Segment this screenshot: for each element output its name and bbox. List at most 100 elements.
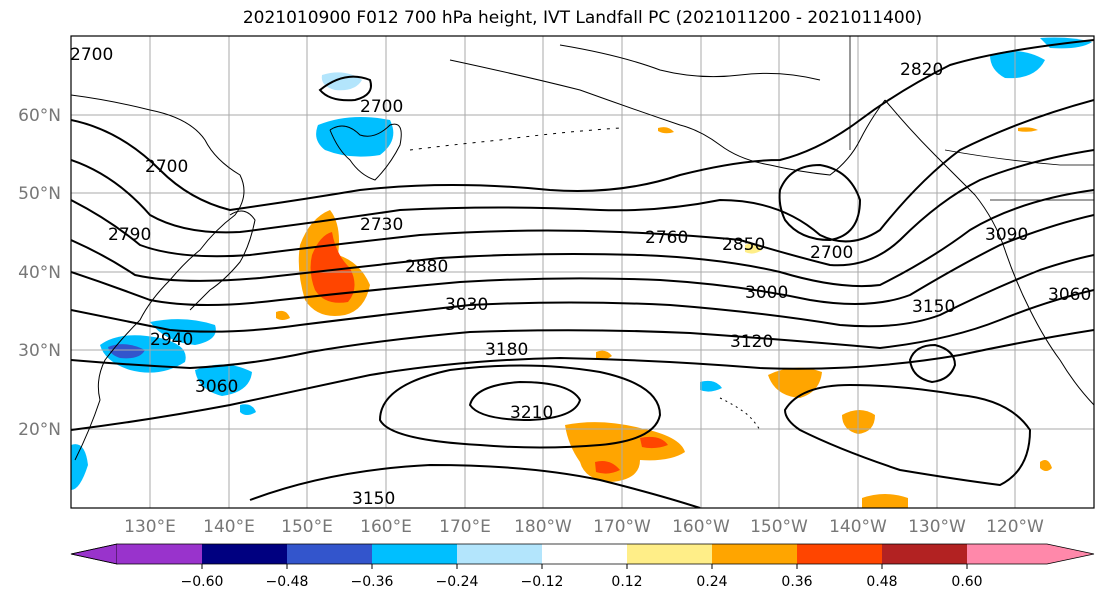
lat-label: 60°N (18, 106, 61, 126)
map-title: 2021010900 F012 700 hPa height, IVT Land… (242, 8, 923, 28)
contour-label: 2700 (70, 45, 113, 65)
contour-label: 2940 (150, 330, 193, 350)
colorbar-tick-label: 0.12 (611, 574, 642, 590)
negative-anomaly-core (108, 344, 145, 359)
contour-line (783, 383, 1032, 487)
negative-anomaly-region (195, 364, 252, 396)
colorbar-segment (372, 544, 457, 564)
longitude-labels: 130°E 140°E 150°E 160°E 170°E 180°W 170°… (124, 517, 1044, 537)
positive-anomaly-core (640, 436, 668, 449)
lon-label: 160°E (360, 517, 412, 537)
colorbar-tick-label: −0.60 (181, 574, 224, 590)
contour-label: 2700 (145, 157, 188, 177)
lat-label: 20°N (18, 420, 61, 440)
colorbar-tick-label: 0.60 (951, 574, 982, 590)
map-panel (71, 36, 1094, 508)
lon-label: 160°W (672, 517, 730, 537)
latitude-labels: 60°N 50°N 40°N 30°N 20°N (18, 106, 61, 440)
colorbar-tick-labels: −0.60 −0.48 −0.36 −0.24 −0.12 0.12 0.24 … (181, 574, 983, 590)
positive-anomaly-core (310, 232, 355, 303)
positive-anomaly-core (595, 461, 620, 474)
negative-anomaly-region (990, 51, 1045, 79)
positive-anomaly-small (596, 350, 612, 360)
lat-label: 30°N (18, 341, 61, 361)
contour-label: 2820 (900, 60, 943, 80)
colorbar-segment (627, 544, 712, 564)
north-america-coastline (884, 99, 1094, 406)
colorbar-tick-label: 0.48 (866, 574, 897, 590)
lon-label: 180°W (514, 517, 572, 537)
lon-label: 140°E (203, 517, 255, 537)
colorbar-segment (287, 544, 372, 564)
contour-label: 2790 (108, 225, 151, 245)
gridlines (71, 36, 1094, 508)
lon-label: 170°E (439, 517, 491, 537)
negative-anomaly-region (71, 444, 88, 490)
contour-line (249, 463, 701, 508)
contour-line (908, 343, 957, 384)
colorbar-tick-label: −0.24 (436, 574, 479, 590)
contour-line (71, 254, 1094, 333)
colorbar-segment (712, 544, 797, 564)
colorbar-segment (542, 544, 627, 564)
colorbar-tick-label: −0.12 (521, 574, 564, 590)
contour-label: 3060 (195, 377, 238, 397)
contour-line (71, 189, 1094, 288)
contour-line (468, 380, 582, 422)
aleutian-islands (409, 127, 621, 151)
colorbar-segment (797, 544, 882, 564)
contour-label: 3000 (745, 283, 788, 303)
contour-label: 3090 (985, 225, 1028, 245)
asia-coastline (71, 94, 245, 461)
positive-anomaly-small (658, 127, 674, 134)
colorbar-tick-label: −0.36 (351, 574, 394, 590)
contour-line (378, 364, 662, 449)
map-frame (70, 35, 1095, 509)
coastlines (71, 44, 1094, 461)
contour-line (71, 99, 1094, 243)
alaska-coastline (449, 59, 886, 176)
contour-labels: 2700 2700 2700 2790 2820 2730 2880 2760 … (70, 45, 1091, 509)
ivt-shading (71, 37, 1092, 508)
arctic-coastline (559, 44, 821, 81)
lon-label: 150°W (750, 517, 808, 537)
colorbar-segment (967, 544, 1047, 564)
contour-label: 2700 (360, 97, 403, 117)
colorbar-outline (70, 543, 1095, 565)
positive-anomaly-small (1018, 127, 1038, 132)
negative-anomaly-region (150, 319, 216, 345)
contour-label: 3150 (352, 489, 395, 509)
contour-label: 3210 (510, 403, 553, 423)
colorbar-min-extend (70, 543, 118, 565)
contour-label: 2700 (810, 243, 853, 263)
colorbar-tick-label: 0.24 (696, 574, 727, 590)
contour-line (318, 75, 372, 102)
colorbar-segment (882, 544, 967, 564)
positive-anomaly-region (862, 494, 908, 508)
contour-label: 3150 (912, 297, 955, 317)
contour-label: 2880 (405, 257, 448, 277)
lon-label: 130°W (908, 517, 966, 537)
negative-anomaly-small (700, 380, 722, 392)
contour-line (71, 39, 1094, 212)
colorbar-segment (457, 544, 542, 564)
lon-label: 130°E (124, 517, 176, 537)
lat-label: 40°N (18, 263, 61, 283)
contour-line (71, 149, 1094, 267)
positive-anomaly-region (565, 422, 685, 482)
height-contours (71, 39, 1094, 508)
colorbar-segment (117, 544, 202, 564)
colorbar-segment (202, 544, 287, 564)
contour-label: 3120 (730, 332, 773, 352)
colorbar: −0.60 −0.48 −0.36 −0.24 −0.12 0.12 0.24 … (70, 543, 1095, 590)
lon-label: 150°E (281, 517, 333, 537)
contour-line (778, 163, 862, 242)
colorbar-max-extend (1047, 544, 1094, 564)
positive-anomaly-small (1040, 460, 1052, 471)
lon-label: 140°W (829, 517, 887, 537)
positive-anomaly-small (276, 310, 290, 320)
contour-label: 3060 (1048, 285, 1091, 305)
colorbar-tick-label: −0.48 (266, 574, 309, 590)
lon-label: 120°W (986, 517, 1044, 537)
